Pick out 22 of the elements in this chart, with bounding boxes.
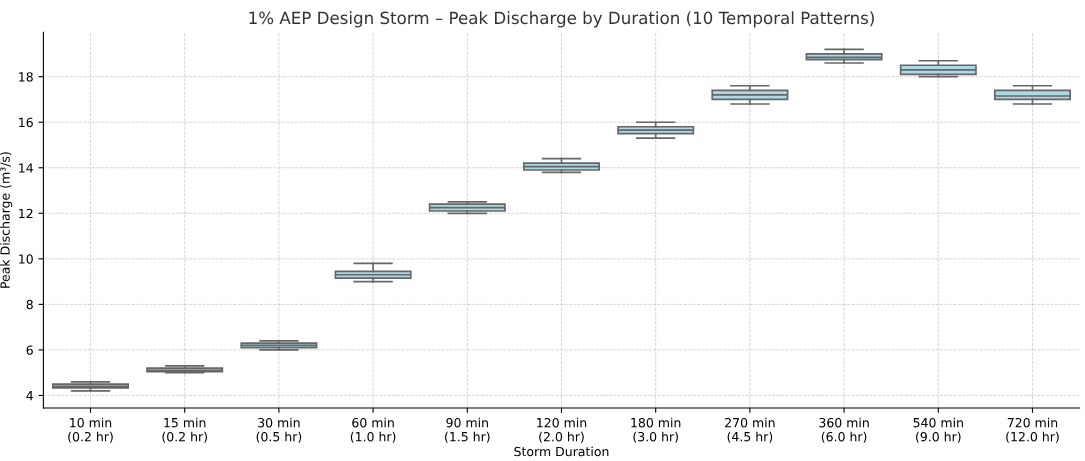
x-tick-label: 60 min (1.0 hr): [350, 417, 396, 443]
x-tick-label: 360 min (6.0 hr): [819, 417, 869, 443]
x-tick-label: 540 min (9.0 hr): [913, 417, 963, 443]
y-tick-label: 4: [26, 391, 33, 401]
y-tick-label: 10: [19, 254, 33, 264]
x-tick-label: 15 min (0.2 hr): [162, 417, 207, 443]
x-tick-label: 10 min (0.2 hr): [68, 417, 113, 443]
y-tick-label: 16: [19, 117, 33, 128]
x-tick-label: 90 min (1.5 hr): [445, 417, 490, 443]
x-tick-label: 180 min (3.0 hr): [631, 417, 681, 443]
y-axis-title: Peak Discharge (m³/s): [0, 152, 13, 288]
y-tick-label: 18: [19, 72, 33, 82]
y-tick-label: 14: [19, 163, 33, 173]
x-tick-label: 30 min (0.5 hr): [256, 417, 302, 443]
x-tick-label: 720 min (12.0 hr): [1006, 417, 1059, 443]
x-tick-label: 270 min (4.5 hr): [725, 417, 775, 443]
y-tick-label: 6: [26, 345, 33, 355]
x-tick-label: 120 min (2.0 hr): [537, 417, 587, 443]
x-axis-title: Storm Duration: [514, 446, 609, 457]
y-tick-label: 12: [19, 208, 33, 219]
chart-title: 1% AEP Design Storm – Peak Discharge by Duration (10 Temporal Patterns): [249, 11, 874, 28]
y-tick-label: 8: [26, 299, 33, 310]
